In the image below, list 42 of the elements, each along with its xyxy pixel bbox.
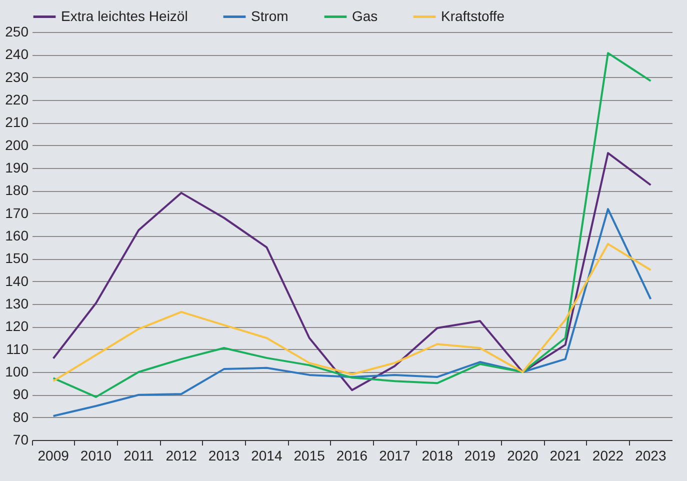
y-tick-label: 250 [5, 24, 29, 40]
y-tick-label: 150 [5, 250, 29, 266]
line-series [52, 152, 652, 392]
y-tick-label: 200 [5, 136, 29, 153]
legend-label: Strom [251, 8, 288, 24]
y-tick-label: 230 [5, 68, 29, 85]
x-tick-label: 2015 [294, 448, 326, 464]
y-tick-label: 210 [5, 114, 29, 130]
x-tick-label: 2021 [550, 448, 582, 464]
x-tick-label: 2018 [422, 448, 454, 464]
x-tick-label: 2016 [336, 448, 368, 464]
x-tick-label: 2014 [251, 448, 282, 464]
y-tick-label: 70 [12, 432, 29, 448]
y-tick-label: 220 [5, 92, 29, 108]
y-tick-label: 120 [5, 318, 29, 334]
x-tick-label: 2010 [80, 448, 112, 464]
x-tick-label: 2017 [379, 448, 410, 464]
line-series [52, 52, 652, 398]
y-tick-label: 180 [5, 182, 29, 198]
legend-label: Extra leichtes Heizöl [61, 8, 188, 24]
x-tick-label: 2009 [38, 448, 70, 464]
x-tick-label: 2019 [464, 448, 496, 464]
x-tick-label: 2013 [208, 448, 240, 464]
legend-label: Kraftstoffe [441, 8, 505, 24]
y-tick-label: 130 [5, 296, 29, 312]
x-tick-label: 2023 [635, 448, 666, 464]
line-series [52, 242, 652, 382]
y-tick-label: 170 [5, 204, 29, 221]
y-tick-label: 100 [5, 364, 29, 380]
y-tick-label: 140 [5, 272, 29, 289]
y-tick-label: 240 [5, 46, 29, 62]
x-tick-label: 2011 [124, 448, 154, 464]
y-tick-label: 190 [5, 160, 29, 176]
x-tick-label: 2020 [507, 448, 538, 464]
x-tick-label: 2022 [592, 448, 624, 464]
line-series [52, 208, 652, 417]
y-tick-label: 90 [12, 386, 29, 402]
y-tick-label: 160 [5, 228, 29, 244]
y-tick-label: 110 [6, 340, 29, 357]
y-tick-label: 80 [12, 408, 29, 425]
x-tick-label: 2012 [166, 448, 198, 464]
legend-label: Gas [352, 8, 378, 24]
